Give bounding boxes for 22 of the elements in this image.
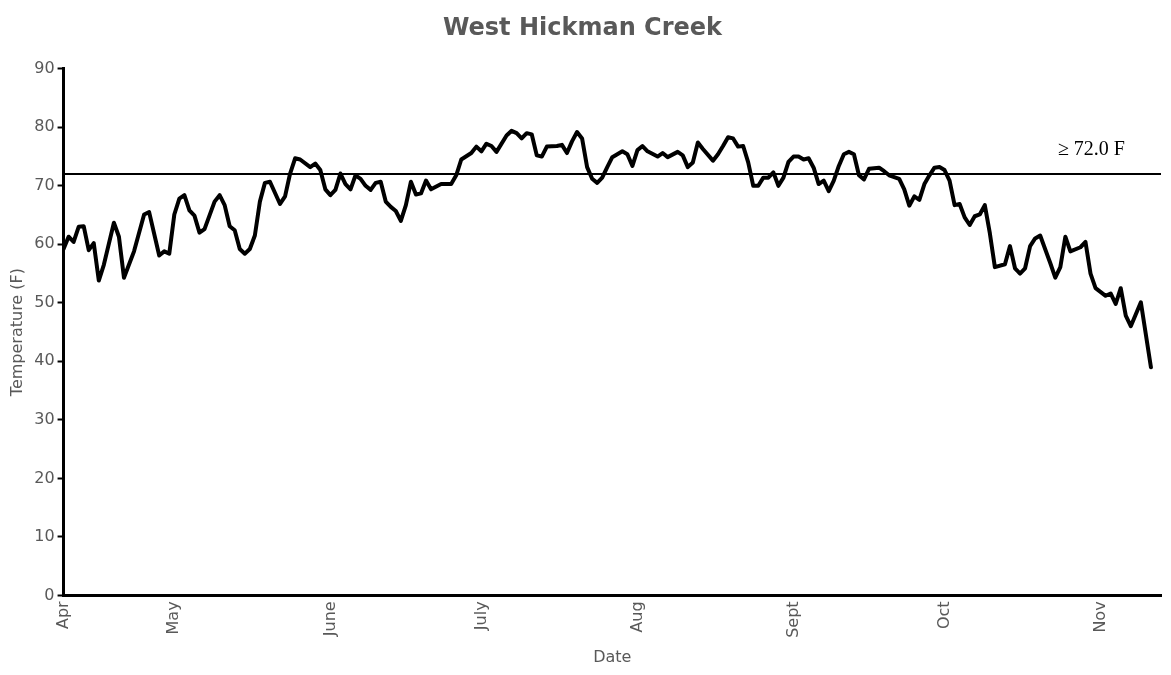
x-tick-label: Oct xyxy=(933,601,953,630)
x-tick-label: May xyxy=(163,601,183,635)
ref-line-label: ≥ 72.0 F xyxy=(1057,137,1125,160)
y-tick-label: 40 xyxy=(34,350,55,370)
y-tick-label: 20 xyxy=(34,467,55,487)
chart-title: West Hickman Creek xyxy=(442,12,724,41)
y-tick-label: 10 xyxy=(34,526,55,546)
x-tick-label: Apr xyxy=(52,600,72,630)
y-tick-label: 50 xyxy=(34,291,55,311)
y-tick-label: 70 xyxy=(34,174,55,194)
x-tick-label: Aug xyxy=(626,601,646,633)
y-tick-label: 60 xyxy=(34,233,55,253)
y-tick-label: 90 xyxy=(34,57,55,77)
x-axis-title: Date xyxy=(593,646,632,666)
x-tick-label: June xyxy=(319,601,339,638)
x-tick-label: Nov xyxy=(1089,601,1109,633)
y-tick-label: 30 xyxy=(34,409,55,428)
x-tick-label: Sept xyxy=(782,601,802,638)
y-tick-label: 0 xyxy=(44,584,55,604)
y-axis-title: Temperature (F) xyxy=(6,268,26,398)
y-tick-label: 80 xyxy=(34,116,55,136)
x-tick-label: July xyxy=(470,601,490,632)
